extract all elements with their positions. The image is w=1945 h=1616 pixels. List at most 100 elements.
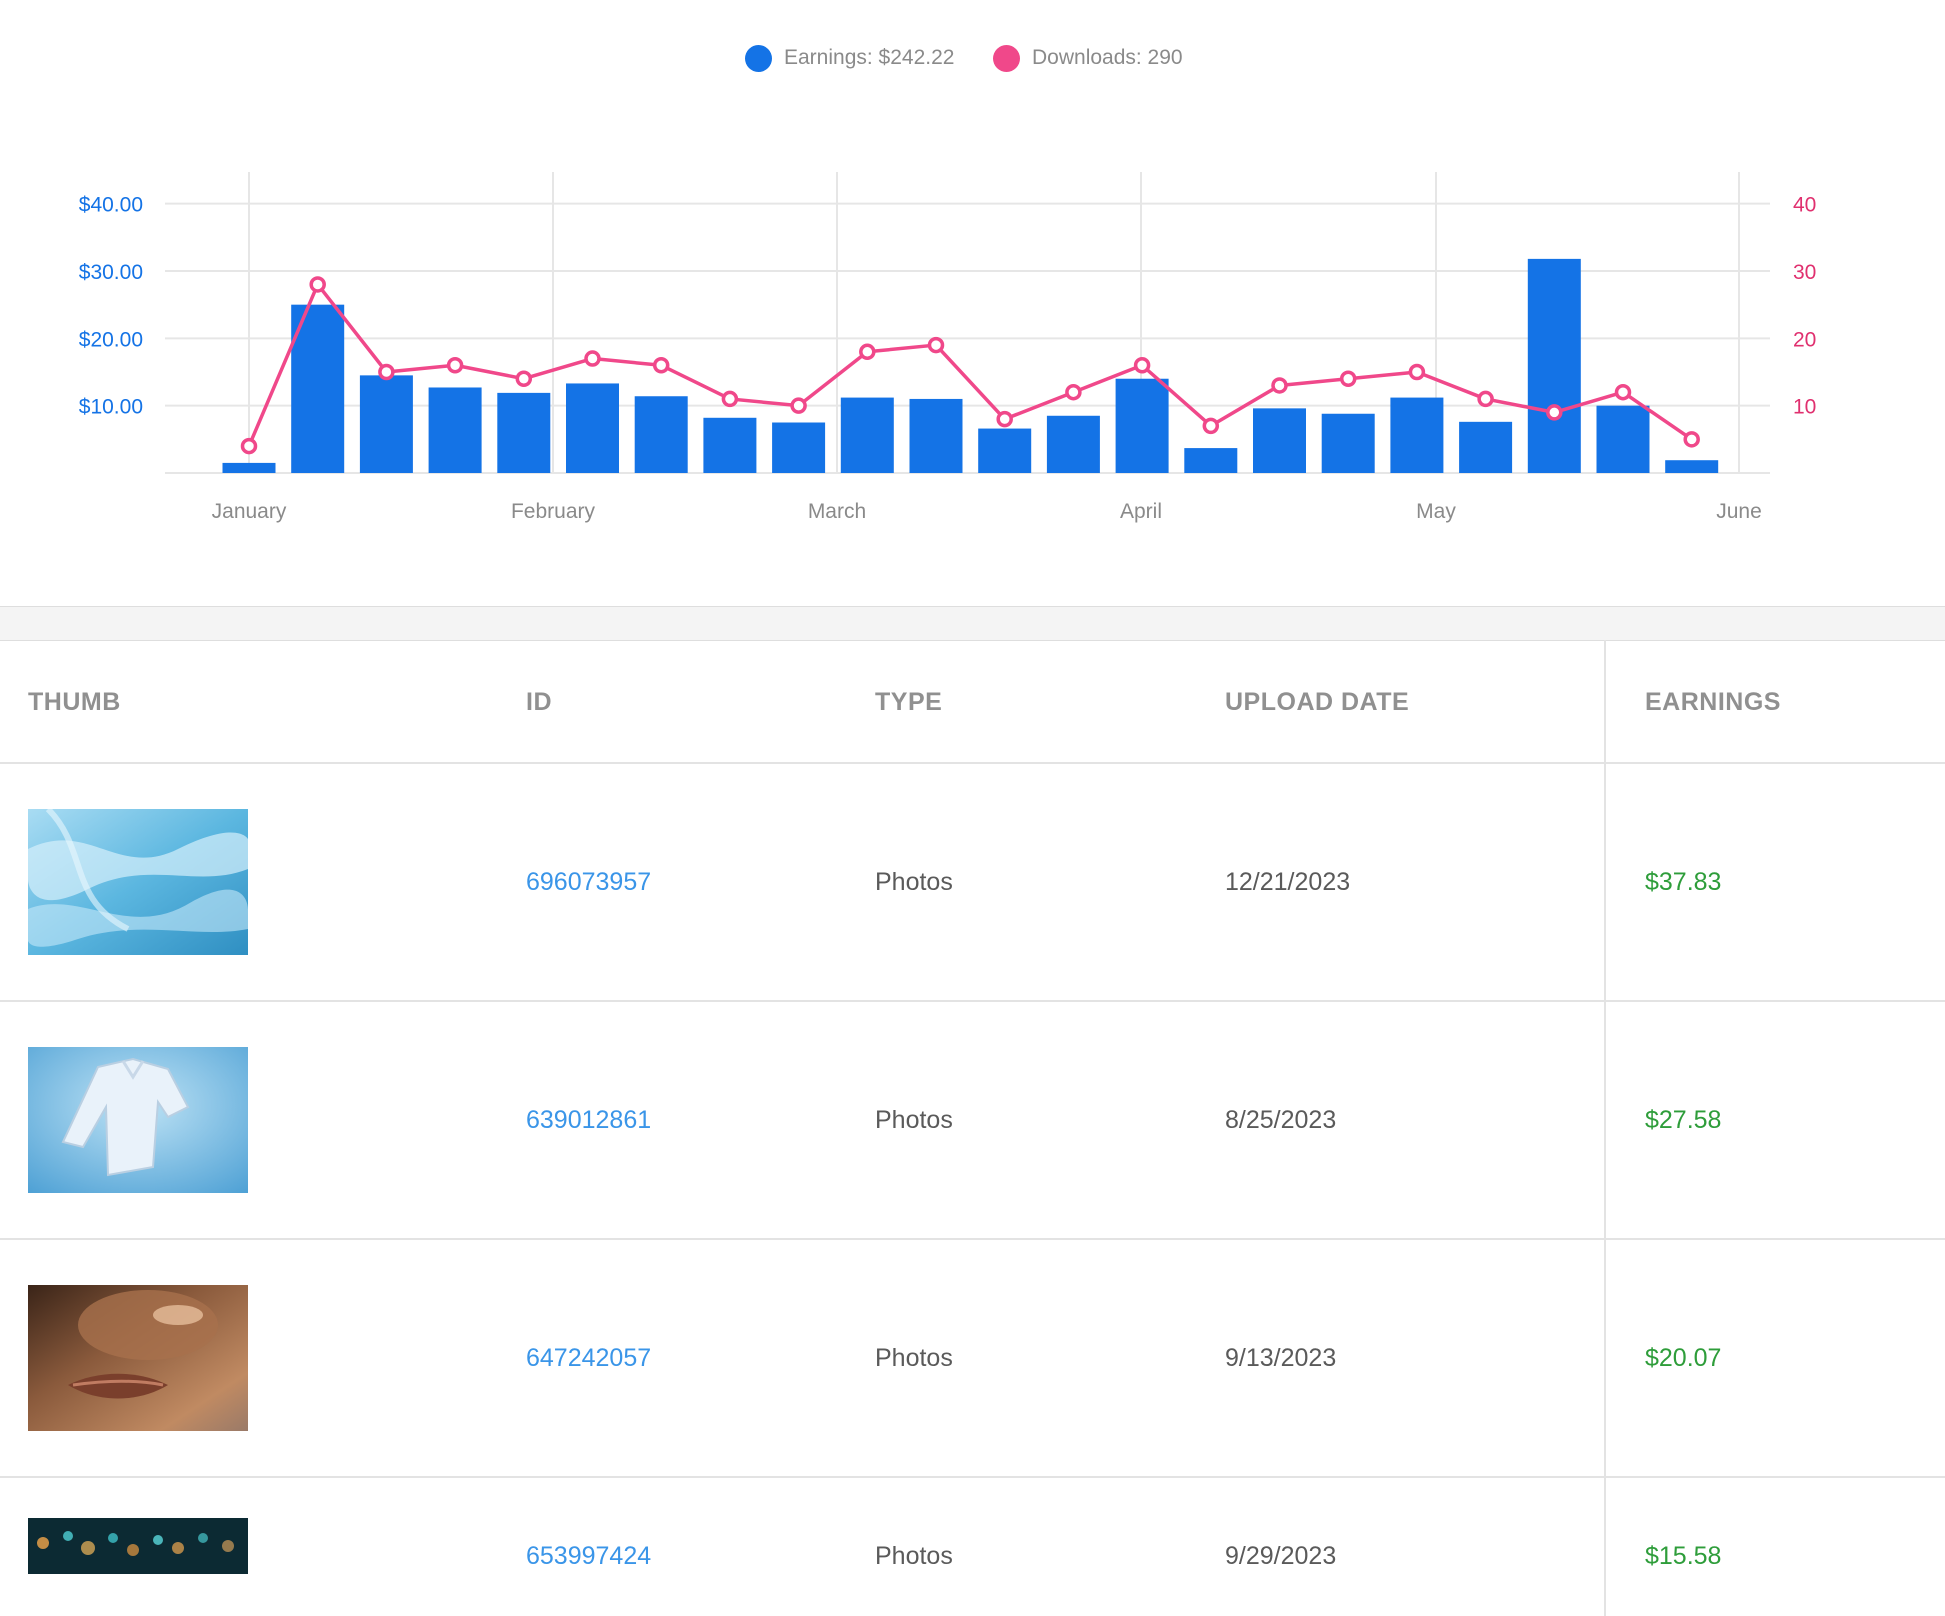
table-row[interactable]: 639012861 Photos 8/25/2023 $27.58: [0, 1002, 1945, 1240]
downloads-point: [1339, 370, 1357, 387]
header-thumb[interactable]: THUMB: [28, 688, 121, 716]
legend-item-earnings[interactable]: Earnings: $242.22: [745, 42, 954, 74]
earnings-bar: [359, 375, 413, 473]
downloads-point: [1133, 357, 1151, 374]
y-right-tick-label: 30: [1793, 261, 1816, 284]
downloads-point: [1477, 390, 1494, 408]
earnings-bar: [840, 397, 894, 473]
earnings-bar: [909, 398, 963, 473]
asset-type: Photos: [875, 867, 953, 896]
downloads-point: [446, 357, 464, 374]
table-row[interactable]: 647242057 Photos 9/13/2023 $20.07: [0, 1240, 1945, 1478]
downloads-point: [309, 276, 326, 293]
asset-id-link[interactable]: 639012861: [526, 1105, 652, 1134]
thumbnail-blue-silk[interactable]: [28, 809, 248, 955]
x-tick-label: March: [808, 500, 866, 523]
earnings-column-divider: [1604, 640, 1606, 1616]
earnings-bar: [1527, 258, 1581, 473]
downloads-point: [1271, 377, 1288, 394]
earnings-value: $37.83: [1645, 867, 1722, 896]
earnings-value: $20.07: [1645, 1343, 1722, 1372]
earnings-bar: [1184, 448, 1238, 473]
downloads-point: [378, 363, 395, 381]
table-row[interactable]: 653997424 Photos 9/29/2023 $15.58: [0, 1478, 1945, 1616]
header-id[interactable]: ID: [526, 688, 552, 716]
downloads-line: [247, 282, 1693, 447]
asset-id-link[interactable]: 696073957: [526, 867, 652, 896]
downloads-point: [1683, 431, 1700, 448]
downloads-point: [927, 336, 945, 354]
y-left-tick-label: $40.00: [79, 194, 143, 217]
legend-item-downloads[interactable]: Downloads: 290: [993, 42, 1183, 74]
downloads-point: [1202, 417, 1220, 435]
y-left-tick-label: $30.00: [79, 261, 143, 284]
downloads-point: [515, 370, 533, 387]
earnings-bar: [1046, 415, 1100, 473]
earnings-bar: [1321, 413, 1375, 473]
asset-type: Photos: [875, 1343, 953, 1372]
upload-date: 8/25/2023: [1225, 1105, 1337, 1134]
earnings-value: $15.58: [1645, 1541, 1722, 1570]
downloads-dot-icon: [993, 44, 1020, 72]
earnings-bar: [634, 396, 688, 473]
downloads-point: [859, 343, 876, 361]
header-type[interactable]: TYPE: [875, 688, 943, 716]
downloads-point: [721, 390, 739, 408]
y-left-tick-label: $10.00: [79, 396, 143, 419]
thumbnail-cell: [28, 764, 248, 1000]
asset-type: Photos: [875, 1541, 953, 1570]
chart-legend: Earnings: $242.22 Downloads: 290: [0, 38, 1945, 78]
upload-date: 9/13/2023: [1225, 1343, 1337, 1372]
legend-earnings-label: Earnings: $242.22: [784, 46, 955, 69]
table-row[interactable]: 696073957 Photos 12/21/2023 $37.83: [0, 764, 1945, 1002]
upload-date: 12/21/2023: [1225, 867, 1351, 896]
thumbnail-face-closeup[interactable]: [28, 1285, 248, 1431]
x-tick-label: February: [511, 500, 596, 523]
header-earnings[interactable]: EARNINGS: [1645, 688, 1781, 716]
y-right-tick-label: 40: [1793, 194, 1816, 217]
asset-id-link[interactable]: 647242057: [526, 1343, 652, 1372]
table-header: THUMB ID TYPE UPLOAD DATE EARNINGS: [0, 640, 1945, 764]
y-right-tick-label: 10: [1793, 396, 1816, 419]
earnings-bar: [1459, 421, 1513, 473]
earnings-bar: [1253, 408, 1306, 473]
earnings-value: $27.58: [1645, 1105, 1722, 1134]
thumbnail-floating-shirt[interactable]: [28, 1047, 248, 1193]
earnings-dot-icon: [745, 44, 772, 72]
earnings-bar: [428, 387, 482, 473]
x-tick-label: April: [1120, 500, 1162, 523]
upload-date: 9/29/2023: [1225, 1541, 1337, 1570]
earnings-downloads-chart: January February March April May June $10.00 $2…: [0, 140, 1945, 540]
downloads-point: [790, 397, 807, 414]
thumbnail-cell: [28, 1002, 248, 1238]
earnings-bar: [1596, 405, 1650, 473]
thumbnail-cell: [28, 1240, 248, 1476]
thumbnail-cell: [28, 1478, 248, 1616]
earnings-bar: [497, 392, 551, 473]
x-tick-label: May: [1416, 500, 1456, 523]
thumbnail-bokeh-lights[interactable]: [28, 1518, 248, 1574]
header-upload-date[interactable]: UPLOAD DATE: [1225, 688, 1410, 716]
downloads-point: [1546, 404, 1563, 421]
downloads-point: [652, 357, 670, 374]
y-right-tick-label: 20: [1793, 328, 1816, 351]
downloads-point: [1065, 383, 1082, 401]
x-tick-label: June: [1716, 500, 1762, 523]
earnings-bar: [1390, 397, 1444, 473]
downloads-point: [1614, 383, 1632, 401]
chart-canvas: January February March April May June $10.00 $2…: [79, 172, 1816, 523]
downloads-point: [584, 350, 601, 367]
earnings-bar: [1665, 460, 1719, 473]
y-left-tick-label: $20.00: [79, 328, 143, 351]
earnings-bar: [978, 428, 1032, 473]
earnings-bar: [703, 417, 757, 473]
earnings-bar: [772, 422, 826, 473]
downloads-point: [1408, 363, 1426, 381]
assets-table: THUMB ID TYPE UPLOAD DATE EARNINGS 69607…: [0, 640, 1945, 1616]
asset-id-link[interactable]: 653997424: [526, 1541, 652, 1570]
earnings-bar: [222, 462, 276, 473]
legend-downloads-label: Downloads: 290: [1032, 46, 1183, 69]
asset-type: Photos: [875, 1105, 953, 1134]
earnings-bar: [566, 383, 619, 473]
earnings-bar: [291, 304, 345, 473]
